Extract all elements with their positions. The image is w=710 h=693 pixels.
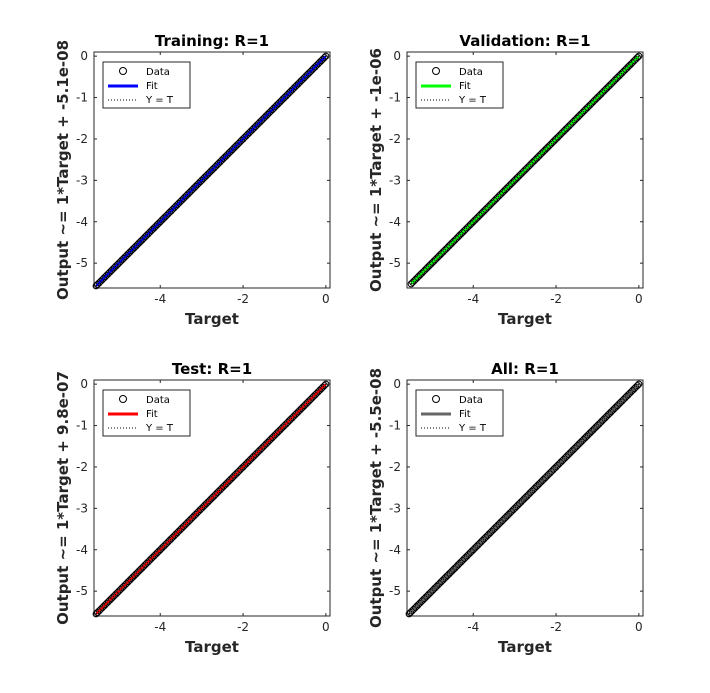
- test-ytick-label: -5: [76, 584, 88, 598]
- test-legend-data-marker: [119, 395, 127, 403]
- validation-ytick-label: -5: [389, 256, 401, 270]
- test-data-point: [320, 382, 328, 390]
- test-ytick-label: -4: [76, 543, 88, 557]
- training-title: Training: R=1: [155, 32, 269, 50]
- training-ytick-label: -3: [76, 173, 88, 187]
- test-ytick-label: -1: [76, 419, 88, 433]
- all-data-series: [405, 380, 643, 618]
- validation-ytick-label: 0: [393, 49, 401, 63]
- all-xtick-label: 0: [635, 620, 643, 634]
- test-data-series: [92, 380, 330, 618]
- training-xtick-label: -4: [154, 292, 166, 306]
- training-ytick-label: -4: [76, 215, 88, 229]
- test-title: Test: R=1: [172, 360, 252, 378]
- training-ytick-label: -1: [76, 91, 88, 105]
- validation-ylabel: Output ~= 1*Target + -1e-06: [367, 48, 385, 292]
- validation-fit-line: [410, 55, 640, 285]
- validation-legend-label: Data: [459, 67, 483, 78]
- test-xtick-label: -4: [154, 620, 166, 634]
- test-legend: Data Fit Y = T: [102, 389, 191, 437]
- training-y-equals-t-line: [95, 55, 327, 287]
- training-legend-label: Y = T: [145, 95, 174, 106]
- all-ytick-label: -3: [389, 501, 401, 515]
- training-legend: Data Fit Y = T: [102, 61, 191, 109]
- test-xtick-label: -2: [237, 620, 249, 634]
- all-data-point: [633, 382, 641, 390]
- validation-legend-data-marker: [432, 67, 440, 75]
- validation-data-point: [633, 54, 641, 62]
- all-legend-label: Data: [459, 395, 483, 406]
- validation-xlabel: Target: [498, 310, 552, 328]
- validation-xtick-label: -4: [467, 292, 479, 306]
- all-ytick-label: 0: [393, 377, 401, 391]
- all-xtick-label: -2: [550, 620, 562, 634]
- training-ytick-label: -2: [76, 132, 88, 146]
- test-xlabel: Target: [185, 638, 239, 656]
- training-legend-label: Fit: [146, 81, 158, 92]
- test-y-equals-t-line: [95, 383, 327, 615]
- training-xtick-label: -2: [237, 292, 249, 306]
- test-xtick-label: 0: [322, 620, 330, 634]
- test-legend-label: Y = T: [145, 423, 174, 434]
- test-legend-label: Data: [146, 395, 170, 406]
- all-ytick-label: -4: [389, 543, 401, 557]
- validation-title: Validation: R=1: [459, 32, 590, 50]
- validation-ytick-label: -2: [389, 132, 401, 146]
- training-legend-label: Data: [146, 67, 170, 78]
- validation-ytick-label: -4: [389, 215, 401, 229]
- training-ytick-label: 0: [80, 49, 88, 63]
- all-legend-label: Fit: [459, 409, 471, 420]
- all-y-equals-t-line: [408, 383, 640, 615]
- validation-xtick-label: 0: [635, 292, 643, 306]
- training-xlabel: Target: [185, 310, 239, 328]
- validation-legend-label: Y = T: [458, 95, 487, 106]
- test-legend-label: Fit: [146, 409, 158, 420]
- validation-panel: -4 -2 0 -5 -4 -3 -2 -1 0 Validation: R=1 Target Out…: [367, 32, 644, 328]
- all-ytick-label: -2: [389, 460, 401, 474]
- all-title: All: R=1: [491, 360, 559, 378]
- validation-data-series: [407, 52, 643, 288]
- training-data-series: [92, 52, 330, 290]
- test-ytick-label: 0: [80, 377, 88, 391]
- training-ytick-label: -5: [76, 256, 88, 270]
- all-ytick-label: -5: [389, 584, 401, 598]
- all-panel: -4 -2 0 -5 -4 -3 -2 -1 0 All: R=1 Target Output ~= …: [367, 360, 644, 656]
- validation-ytick-label: -1: [389, 91, 401, 105]
- validation-ytick-label: -3: [389, 173, 401, 187]
- training-ylabel: Output ~= 1*Target + -5.1e-08: [54, 40, 72, 300]
- validation-xtick-label: -2: [550, 292, 562, 306]
- all-legend-data-marker: [432, 395, 440, 403]
- test-ytick-label: -3: [76, 501, 88, 515]
- test-panel: -4 -2 0 -5 -4 -3 -2 -1 0 Test: R=1 Target Output ~=…: [54, 360, 331, 656]
- training-panel: -4 -2 0 -5 -4 -3 -2 -1 0 Training: R=1 Target Outpu…: [54, 32, 331, 328]
- training-data-point: [320, 54, 328, 62]
- all-legend: Data Fit Y = T: [415, 389, 504, 437]
- validation-legend-label: Fit: [459, 81, 471, 92]
- all-xtick-label: -4: [467, 620, 479, 634]
- all-legend-label: Y = T: [458, 423, 487, 434]
- all-xlabel: Target: [498, 638, 552, 656]
- all-ylabel: Output ~= 1*Target + -5.5e-08: [367, 368, 385, 628]
- all-ytick-label: -1: [389, 419, 401, 433]
- test-ylabel: Output ~= 1*Target + 9.8e-07: [54, 371, 72, 625]
- training-xtick-label: 0: [322, 292, 330, 306]
- validation-legend: Data Fit Y = T: [415, 61, 504, 109]
- training-legend-data-marker: [119, 67, 127, 75]
- test-ytick-label: -2: [76, 460, 88, 474]
